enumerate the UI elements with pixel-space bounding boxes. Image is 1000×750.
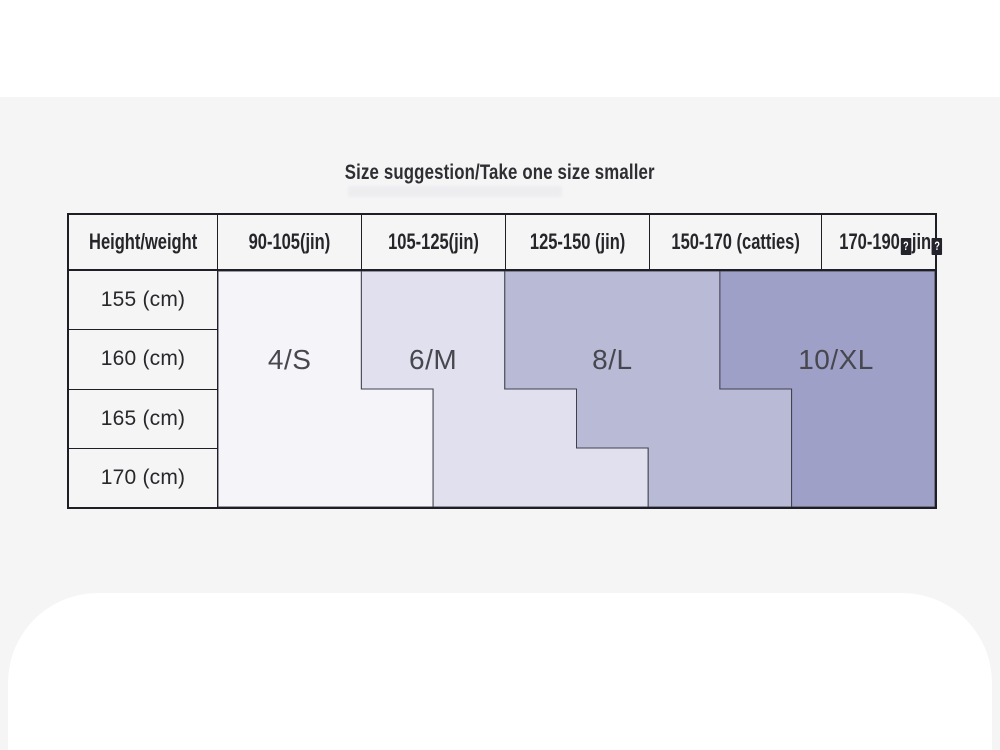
header-text-part: 170-190 — [839, 229, 901, 254]
size-label-4S: 4/S — [267, 343, 312, 375]
top-white-strip — [0, 0, 1000, 97]
header-label: 90-105(jin) — [248, 229, 331, 254]
bottom-rounded-card — [8, 593, 992, 750]
header-label: 150-170 (catties) — [671, 229, 800, 254]
page-title: Size suggestion/Take one size smaller — [344, 161, 655, 184]
table-body: 155 (cm) 160 (cm) 165 (cm) 170 (cm) 4/S … — [69, 271, 935, 507]
size-label-10XL: 10/XL — [798, 343, 874, 375]
header-cell-105-125: 105-125(jin) — [362, 215, 506, 269]
size-label-6M: 6/M — [409, 343, 458, 375]
table-header-row: Height/weight 90-105(jin) 105-125(jin) 1… — [69, 215, 943, 271]
row-label-170: 170 (cm) — [100, 465, 186, 489]
row-label-165: 165 (cm) — [69, 390, 217, 449]
header-cell-170-190: 170-190? jin? — [822, 215, 960, 269]
header-cell-90-105: 90-105(jin) — [218, 215, 362, 269]
ghost-text-artifact — [348, 186, 562, 197]
row-label-155: 155 (cm) — [69, 271, 217, 331]
row-label-160: 160 (cm) — [69, 330, 217, 390]
missing-glyph-icon: ? — [932, 238, 943, 255]
header-cell-height-weight: Height/weight — [69, 215, 218, 269]
size-label-8L: 8/L — [592, 343, 633, 375]
header-label: 105-125(jin) — [388, 229, 479, 254]
header-label: 125-150 (jin) — [529, 229, 626, 254]
region-10XL — [720, 271, 935, 507]
height-label-column: 155 (cm) 160 (cm) 165 (cm) 170 (cm) — [69, 271, 218, 507]
header-label-composite: 170-190? jin? — [840, 229, 944, 255]
size-chart-table: Height/weight 90-105(jin) 105-125(jin) 1… — [67, 213, 943, 509]
missing-glyph-icon: ? — [900, 238, 912, 255]
size-region-svg — [218, 271, 935, 507]
title-row: Size suggestion/Take one size smaller — [0, 158, 1000, 188]
header-text-part: jin — [912, 229, 932, 254]
header-cell-125-150: 125-150 (jin) — [506, 215, 650, 269]
header-cell-150-170: 150-170 (catties) — [650, 215, 823, 269]
header-label: Height/weight — [88, 229, 198, 254]
size-region-matrix: 4/S 6/M 8/L 10/XL — [218, 271, 935, 507]
